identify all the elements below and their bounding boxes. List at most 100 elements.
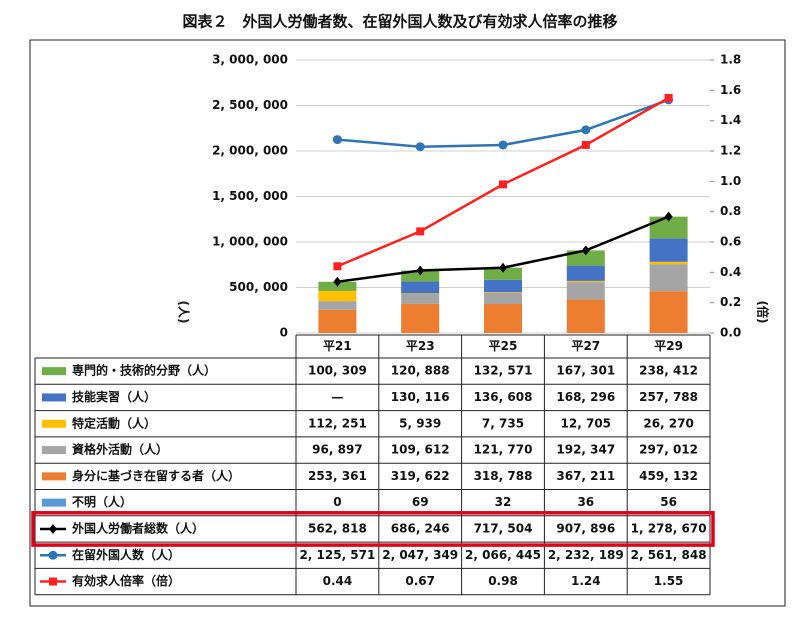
bar-segment <box>318 310 356 333</box>
table-cell: — <box>331 390 343 404</box>
table-cell: 717, 504 <box>474 521 533 535</box>
table-cell: 318, 788 <box>474 469 533 483</box>
bar-segment <box>650 291 688 333</box>
table-cell: 253, 361 <box>308 469 367 483</box>
table-cell: 36 <box>577 495 594 509</box>
table-cell: 1, 278, 670 <box>631 521 707 535</box>
legend-swatch <box>42 420 66 428</box>
y-tick-label: 3, 000, 000 <box>212 53 288 67</box>
line-marker <box>333 262 341 270</box>
table-cell: 0.98 <box>488 574 518 588</box>
legend-swatch <box>42 393 66 401</box>
legend-label: 専門的・技術的分野（人） <box>72 363 216 378</box>
table-cell: 2, 561, 848 <box>631 548 707 562</box>
legend-label: 資格外活動（人） <box>72 442 168 457</box>
y-tick-label: 1, 000, 000 <box>212 235 288 249</box>
table-cell: 120, 888 <box>391 364 450 378</box>
legend-swatch <box>42 499 66 507</box>
bar-segment <box>567 282 605 300</box>
table-cell: 2, 232, 189 <box>548 548 624 562</box>
table-cell: 238, 412 <box>639 364 698 378</box>
y2-tick-label: 0.2 <box>720 295 741 309</box>
table-cell: 168, 296 <box>556 390 615 404</box>
bar-segment <box>567 300 605 333</box>
table-cell: 1.24 <box>571 574 601 588</box>
table-cell: 562, 818 <box>308 521 367 535</box>
category-label: 平23 <box>406 339 435 353</box>
category-label: 平27 <box>571 339 600 353</box>
legend-label: 技能実習（人） <box>72 389 156 404</box>
table-cell: 7, 735 <box>482 416 524 430</box>
line-marker <box>499 140 508 149</box>
line-marker <box>665 94 673 102</box>
legend-label: 不明（人） <box>72 494 132 509</box>
legend-marker <box>49 524 57 534</box>
table-cell: 69 <box>412 495 429 509</box>
legend-marker <box>49 578 57 586</box>
y2-tick-label: 1.6 <box>720 83 741 97</box>
table-cell: 167, 301 <box>556 364 615 378</box>
table-cell: 0 <box>333 495 341 509</box>
y2-tick-label: 1.0 <box>720 174 741 188</box>
table-cell: 136, 608 <box>474 390 533 404</box>
bar-segment <box>484 280 522 292</box>
legend-swatch <box>42 446 66 454</box>
legend-label: 有効求人倍率（倍） <box>72 573 180 588</box>
y-tick-label: 2, 500, 000 <box>212 98 288 112</box>
table-cell: 112, 251 <box>308 416 367 430</box>
line-marker <box>581 125 590 134</box>
y-tick-label: 500, 000 <box>229 280 288 294</box>
table-cell: 12, 705 <box>561 416 611 430</box>
bar-segment <box>484 293 522 304</box>
bar-segment <box>401 294 439 304</box>
bar-segment <box>401 282 439 294</box>
chart-title: 図表２ 外国人労働者数、在留外国人数及び有効求人倍率の推移 <box>182 13 617 31</box>
y-tick-label: 0 <box>280 326 288 340</box>
legend-label: 在留外国人数（人） <box>72 547 180 562</box>
legend-label: 身分に基づき在留する者（人） <box>72 468 240 483</box>
bar-segment <box>650 264 688 291</box>
legend-swatch <box>42 367 66 375</box>
category-label: 平25 <box>489 339 518 353</box>
bar-segment <box>401 304 439 333</box>
y-axis-label: (人) <box>177 301 192 324</box>
bar-segment <box>318 291 356 301</box>
table-cell: 297, 012 <box>639 443 698 457</box>
line-marker <box>333 135 342 144</box>
y2-tick-label: 0.8 <box>720 204 741 218</box>
y2-tick-label: 0.0 <box>720 326 741 340</box>
table-cell: 686, 246 <box>391 521 450 535</box>
table-cell: 5, 939 <box>399 416 441 430</box>
line-marker <box>416 227 424 235</box>
legend-label: 外国人労働者総数（人） <box>72 520 204 535</box>
bar-segment <box>650 238 688 261</box>
table-cell: 367, 211 <box>556 469 615 483</box>
table-cell: 121, 770 <box>474 443 533 457</box>
table-cell: 319, 622 <box>391 469 450 483</box>
line-marker <box>416 142 425 151</box>
line-marker <box>499 180 507 188</box>
table-cell: 2, 047, 349 <box>382 548 458 562</box>
series-line <box>337 100 668 147</box>
table-cell: 2, 125, 571 <box>299 548 375 562</box>
table-cell: 96, 897 <box>312 443 362 457</box>
table-cell: 1.55 <box>654 574 684 588</box>
bar-segment <box>567 266 605 281</box>
table-cell: 56 <box>660 495 677 509</box>
legend-marker <box>49 551 58 560</box>
table-cell: 26, 270 <box>643 416 693 430</box>
table-cell: 109, 612 <box>391 443 450 457</box>
bar-segment <box>401 293 439 294</box>
table-cell: 32 <box>495 495 512 509</box>
y-tick-label: 2, 000, 000 <box>212 144 288 158</box>
y2-axis-label: (倍) <box>756 301 771 324</box>
bar-segment <box>484 304 522 333</box>
table-cell: 0.44 <box>323 574 353 588</box>
y2-tick-label: 0.6 <box>720 235 741 249</box>
y-tick-label: 1, 500, 000 <box>212 189 288 203</box>
table-cell: 907, 896 <box>556 521 615 535</box>
bar-segment <box>567 281 605 282</box>
legend-label: 特定活動（人） <box>72 415 156 430</box>
